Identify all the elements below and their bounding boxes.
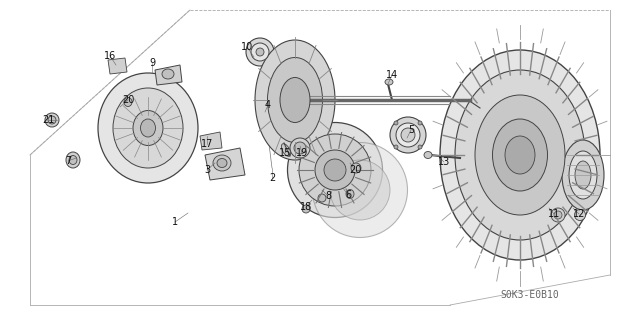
Ellipse shape xyxy=(312,143,408,237)
Ellipse shape xyxy=(256,48,264,56)
Text: 20: 20 xyxy=(349,165,361,175)
Ellipse shape xyxy=(418,121,422,125)
Text: 1: 1 xyxy=(172,217,178,227)
Ellipse shape xyxy=(268,57,323,143)
Ellipse shape xyxy=(294,142,306,154)
Ellipse shape xyxy=(213,155,231,171)
Ellipse shape xyxy=(302,205,310,213)
Polygon shape xyxy=(155,65,182,85)
Ellipse shape xyxy=(418,145,422,149)
Ellipse shape xyxy=(110,61,120,73)
Text: 18: 18 xyxy=(300,202,312,212)
Text: 13: 13 xyxy=(438,157,450,167)
Ellipse shape xyxy=(424,152,432,158)
Ellipse shape xyxy=(575,209,586,221)
Text: 9: 9 xyxy=(149,58,155,68)
Ellipse shape xyxy=(162,69,174,79)
Text: 17: 17 xyxy=(201,139,213,149)
Ellipse shape xyxy=(315,150,355,190)
Ellipse shape xyxy=(575,161,591,189)
Text: 12: 12 xyxy=(573,209,585,219)
Ellipse shape xyxy=(133,110,163,145)
Ellipse shape xyxy=(318,194,326,202)
Ellipse shape xyxy=(251,43,269,61)
Ellipse shape xyxy=(396,123,420,147)
Text: 7: 7 xyxy=(65,156,71,166)
Text: 21: 21 xyxy=(42,115,54,125)
Ellipse shape xyxy=(351,163,361,173)
Ellipse shape xyxy=(551,208,565,222)
Ellipse shape xyxy=(287,123,383,217)
Ellipse shape xyxy=(66,152,80,168)
Ellipse shape xyxy=(217,158,227,168)
Ellipse shape xyxy=(455,70,585,240)
Ellipse shape xyxy=(280,77,310,123)
Text: 3: 3 xyxy=(204,165,210,175)
Ellipse shape xyxy=(45,113,59,127)
Text: 5: 5 xyxy=(408,125,414,135)
Ellipse shape xyxy=(299,134,371,206)
Ellipse shape xyxy=(493,119,547,191)
Ellipse shape xyxy=(440,50,600,260)
Ellipse shape xyxy=(113,88,183,168)
Ellipse shape xyxy=(562,140,604,210)
Ellipse shape xyxy=(475,95,565,215)
Ellipse shape xyxy=(282,144,291,156)
Ellipse shape xyxy=(505,136,535,174)
Text: 14: 14 xyxy=(386,70,398,80)
Polygon shape xyxy=(200,132,222,150)
Text: 2: 2 xyxy=(269,173,275,183)
Ellipse shape xyxy=(324,159,346,181)
Text: 6: 6 xyxy=(345,190,351,200)
Ellipse shape xyxy=(569,151,597,199)
Text: 16: 16 xyxy=(104,51,116,61)
Text: 19: 19 xyxy=(296,148,308,158)
Ellipse shape xyxy=(390,117,426,153)
Text: 20: 20 xyxy=(122,95,134,105)
Ellipse shape xyxy=(246,38,274,66)
Ellipse shape xyxy=(346,189,354,198)
Ellipse shape xyxy=(330,160,390,220)
Text: 15: 15 xyxy=(279,148,291,158)
Ellipse shape xyxy=(401,128,415,142)
Text: 11: 11 xyxy=(548,209,560,219)
Polygon shape xyxy=(205,148,245,180)
Ellipse shape xyxy=(141,119,156,137)
Ellipse shape xyxy=(554,211,562,219)
Text: S0K3-E0B10: S0K3-E0B10 xyxy=(500,290,559,300)
Text: 8: 8 xyxy=(325,191,331,201)
Ellipse shape xyxy=(255,40,335,160)
Ellipse shape xyxy=(394,145,398,149)
Ellipse shape xyxy=(290,138,310,158)
Text: 10: 10 xyxy=(241,42,253,52)
Ellipse shape xyxy=(385,79,393,85)
Ellipse shape xyxy=(124,97,132,106)
Polygon shape xyxy=(108,58,127,74)
Ellipse shape xyxy=(98,73,198,183)
Ellipse shape xyxy=(48,116,56,124)
Ellipse shape xyxy=(394,121,398,125)
Text: 4: 4 xyxy=(265,100,271,110)
Ellipse shape xyxy=(69,155,77,164)
